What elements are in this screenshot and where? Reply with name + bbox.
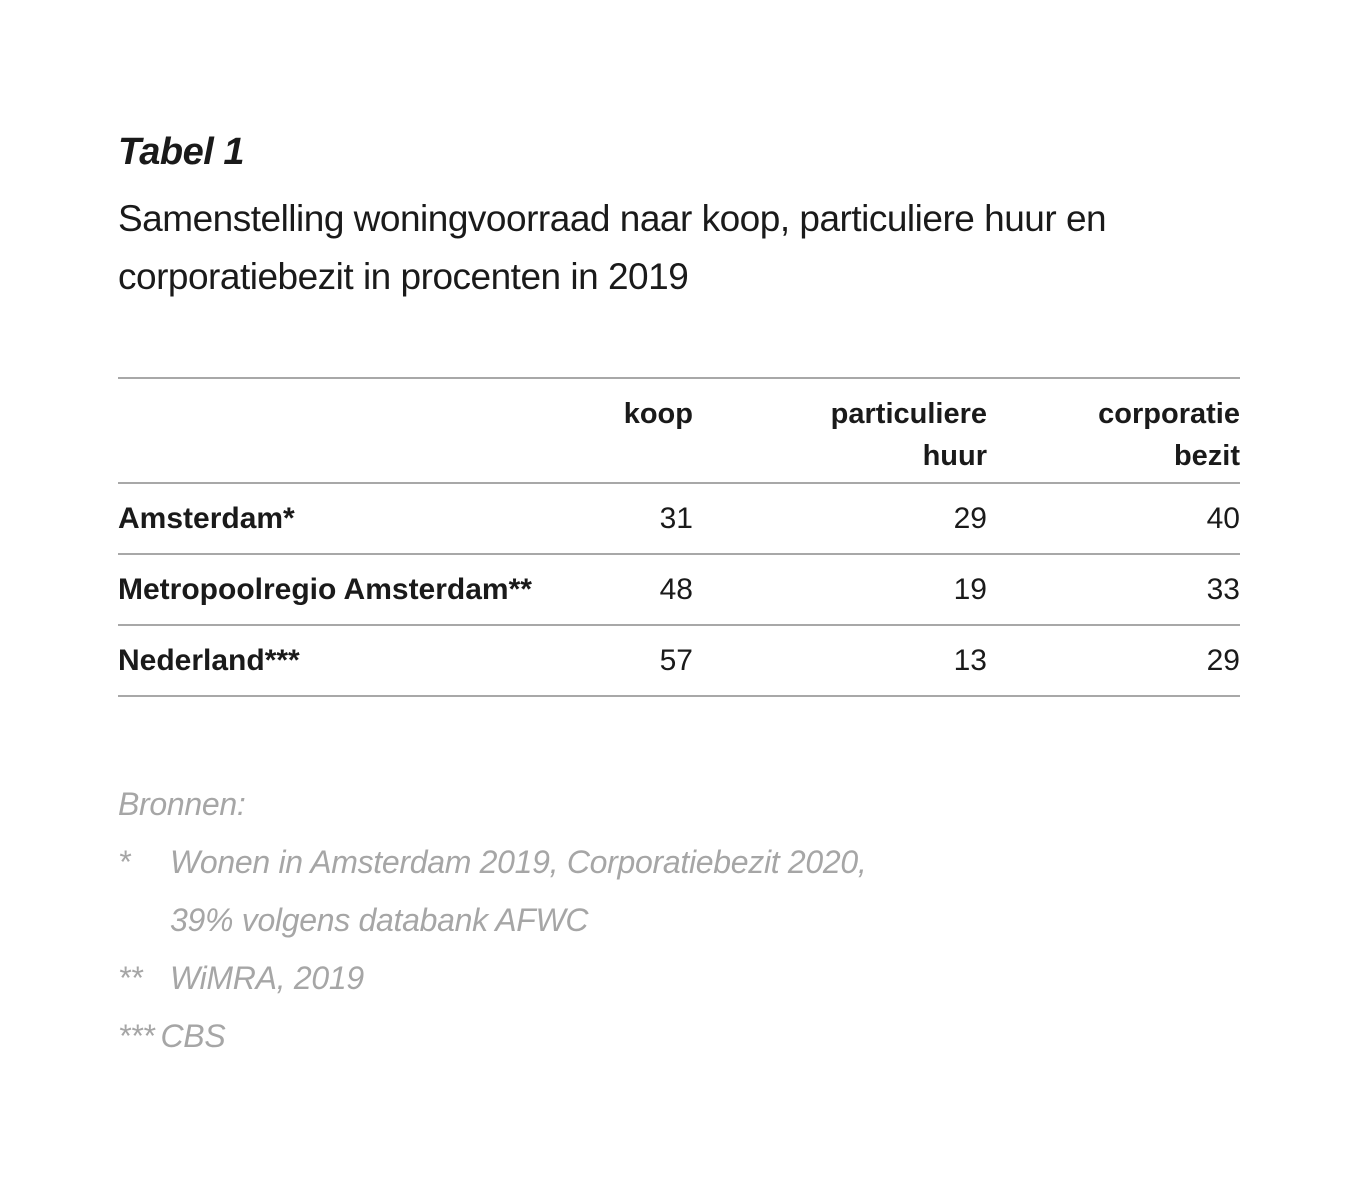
- header-corporatie-line2: bezit: [1173, 440, 1240, 472]
- source-item: * Wonen in Amsterdam 2019, Corporatiebez…: [118, 833, 1240, 949]
- cell-koop: 57: [659, 643, 693, 677]
- header-koop-label: koop: [623, 398, 693, 430]
- table-label: Tabel 1: [118, 131, 245, 173]
- header-koop: koop: [608, 378, 693, 483]
- cell-particuliere-huur: 29: [953, 501, 987, 535]
- source-text: Wonen in Amsterdam 2019, Corporatiebezit…: [170, 833, 1240, 949]
- header-corporatie-bezit: corporatie bezit: [987, 378, 1240, 483]
- source-footnote-mark: ***: [118, 1018, 155, 1054]
- document-page: Tabel 1 Samenstelling woningvoorraad naa…: [118, 0, 1240, 1195]
- source-text-line: 39% volgens databank AFWC: [170, 902, 589, 938]
- source-text-line: Wonen in Amsterdam 2019, Corporatiebezit…: [170, 844, 867, 880]
- table-caption: Samenstelling woningvoorraad naar koop, …: [118, 198, 1107, 297]
- cell-particuliere-huur: 13: [953, 643, 987, 677]
- header-region: [118, 378, 608, 483]
- header-particuliere-line2: huur: [922, 440, 987, 472]
- cell-corporatie-bezit: 29: [1206, 643, 1240, 677]
- row-region: Nederland***: [118, 643, 300, 677]
- cell-particuliere-huur: 19: [953, 572, 987, 606]
- source-item: *** CBS: [118, 1007, 1240, 1065]
- sources-heading: Bronnen:: [118, 786, 246, 822]
- cell-koop: 31: [659, 501, 693, 535]
- header-corporatie-line1: corporatie: [1098, 398, 1240, 430]
- row-region: Metropoolregio Amsterdam**: [118, 572, 532, 606]
- source-footnote-mark: **: [118, 960, 143, 996]
- cell-koop: 48: [659, 572, 693, 606]
- table-row: Amsterdam* 31 29 40: [118, 483, 1240, 554]
- row-region: Amsterdam*: [118, 501, 295, 535]
- table-body: Amsterdam* 31 29 40 Metropoolregio Amste…: [118, 483, 1240, 696]
- header-particuliere-line1: particuliere: [830, 398, 987, 430]
- housing-stock-table: koop particuliere huur corporatie bezit …: [118, 377, 1240, 697]
- table-row: Nederland*** 57 13 29: [118, 625, 1240, 696]
- cell-corporatie-bezit: 40: [1206, 501, 1240, 535]
- table-header-row: koop particuliere huur corporatie bezit: [118, 378, 1240, 483]
- source-footnote-mark: *: [118, 844, 131, 880]
- sources-section: Bronnen: * Wonen in Amsterdam 2019, Corp…: [118, 775, 1240, 1065]
- source-item: ** WiMRA, 2019: [118, 949, 1240, 1007]
- header-particuliere-huur: particuliere huur: [693, 378, 987, 483]
- table-row: Metropoolregio Amsterdam** 48 19 33: [118, 554, 1240, 625]
- source-text: WiMRA, 2019: [170, 960, 364, 996]
- cell-corporatie-bezit: 33: [1206, 572, 1240, 606]
- table-header: koop particuliere huur corporatie bezit: [118, 378, 1240, 483]
- source-text: CBS: [160, 1018, 226, 1054]
